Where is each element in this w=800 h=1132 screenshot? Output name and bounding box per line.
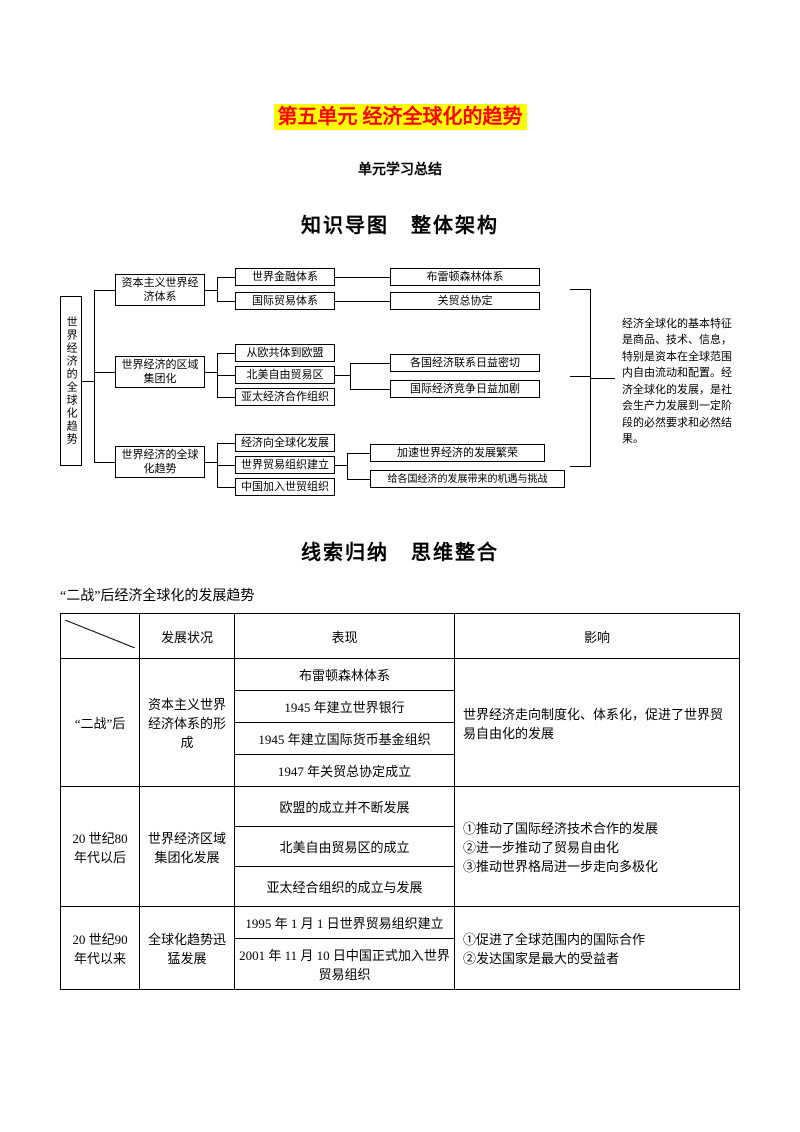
conn [350,389,390,390]
node-c1a: 世界金融体系 [235,268,335,286]
conn [590,378,615,379]
conn [205,462,217,463]
conn [205,290,217,291]
node-c2b: 北美自由贸易区 [235,366,335,384]
conn [217,375,235,376]
cell-impact-3: ①促进了全球范围内的国际合作 ②发达国家是最大的受益者 [455,907,740,990]
conn [347,453,370,454]
knowledge-flowchart: 世界经济的全球化趋势 资本主义世界经济体系 世界经济的区域集团化 世界经济的全球… [60,256,740,516]
conn [82,381,94,382]
node-d3b: 给各国经济的发展带来的机遇与挑战 [370,470,565,488]
node-c3c: 中国加入世贸组织 [235,478,335,496]
cell-impact-2: ①推动了国际经济技术合作的发展 ②进一步推动了贸易自由化 ③推动世界格局进一步走… [455,787,740,907]
conn [335,375,350,376]
node-d2b: 国际经济竞争日益加剧 [390,380,540,398]
conn [335,301,390,302]
cell-impact-1: 世界经济走向制度化、体系化，促进了世界贸易自由化的发展 [455,659,740,787]
cell-period-1: “二战”后 [61,659,140,787]
conn [217,465,235,466]
node-c1b: 国际贸易体系 [235,292,335,310]
cell-period-2: 20 世纪80 年代以后 [61,787,140,907]
conn [335,277,390,278]
conn [217,487,235,488]
node-b2: 世界经济的区域集团化 [115,356,205,388]
unit-title: 第五单元 经济全球化的趋势 [60,100,740,129]
conn [350,363,390,364]
conn [217,397,235,398]
conn [217,353,235,354]
subtitle: 单元学习总结 [60,159,740,179]
cell-manifest-3a: 1995 年 1 月 1 日世界贸易组织建立 [235,907,455,939]
conn [217,277,218,301]
conn [217,301,235,302]
header-status: 发展状况 [140,614,235,659]
conn [350,363,351,389]
conn [94,372,115,373]
node-b3: 世界经济的全球化趋势 [115,446,205,478]
node-c2c: 亚太经济合作组织 [235,388,335,406]
conn [335,465,347,466]
cell-manifest-1a: 布雷顿森林体系 [235,659,455,691]
table-row: 20 世纪80 年代以后 世界经济区域集团化发展 欧盟的成立并不断发展 ①推动了… [61,787,740,827]
cell-manifest-2a: 欧盟的成立并不断发展 [235,787,455,827]
conn [570,289,590,290]
unit-title-text: 第五单元 经济全球化的趋势 [274,104,527,130]
cell-status-2: 世界经济区域集团化发展 [140,787,235,907]
node-d3a: 加速世界经济的发展繁荣 [370,444,545,462]
header-impact: 影响 [455,614,740,659]
node-c2a: 从欧共体到欧盟 [235,344,335,362]
node-right-summary: 经济全球化的基本特征是商品、技术、信息，特别是资本在全球范围内自由流动和配置。经… [620,274,735,489]
node-c3a: 经济向全球化发展 [235,434,335,452]
node-c3b: 世界贸易组织建立 [235,456,335,474]
conn [570,376,590,377]
node-d1a: 布雷顿森林体系 [390,268,540,286]
section-header-2: 线索归纳 思维整合 [60,536,740,565]
cell-manifest-2c: 亚太经合组织的成立与发展 [235,867,455,907]
table-header-row: 发展状况 表现 影响 [61,614,740,659]
cell-manifest-2b: 北美自由贸易区的成立 [235,827,455,867]
conn [570,466,590,467]
cell-period-3: 20 世纪90 年代以来 [61,907,140,990]
table-row: “二战”后 资本主义世界经济体系的形成 布雷顿森林体系 世界经济走向制度化、体系… [61,659,740,691]
node-d1b: 关贸总协定 [390,292,540,310]
summary-table: 发展状况 表现 影响 “二战”后 资本主义世界经济体系的形成 布雷顿森林体系 世… [60,613,740,990]
conn [94,462,115,463]
node-b1: 资本主义世界经济体系 [115,274,205,306]
header-diagonal [61,614,140,659]
cell-status-3: 全球化趋势迅猛发展 [140,907,235,990]
conn [217,443,235,444]
conn [347,479,370,480]
node-root: 世界经济的全球化趋势 [60,296,82,466]
conn [94,290,115,291]
cell-status-1: 资本主义世界经济体系的形成 [140,659,235,787]
table-row: 20 世纪90 年代以来 全球化趋势迅猛发展 1995 年 1 月 1 日世界贸… [61,907,740,939]
table-intro: “二战”后经济全球化的发展趋势 [60,585,740,605]
conn [217,277,235,278]
conn [205,372,217,373]
cell-manifest-3b: 2001 年 11 月 10 日中国正式加入世界贸易组织 [235,939,455,990]
header-manifest: 表现 [235,614,455,659]
node-d2a: 各国经济联系日益密切 [390,354,540,372]
section-header-1: 知识导图 整体架构 [60,209,740,238]
cell-manifest-1c: 1945 年建立国际货币基金组织 [235,723,455,755]
cell-manifest-1d: 1947 年关贸总协定成立 [235,755,455,787]
conn [347,453,348,479]
conn [94,290,95,462]
cell-manifest-1b: 1945 年建立世界银行 [235,691,455,723]
